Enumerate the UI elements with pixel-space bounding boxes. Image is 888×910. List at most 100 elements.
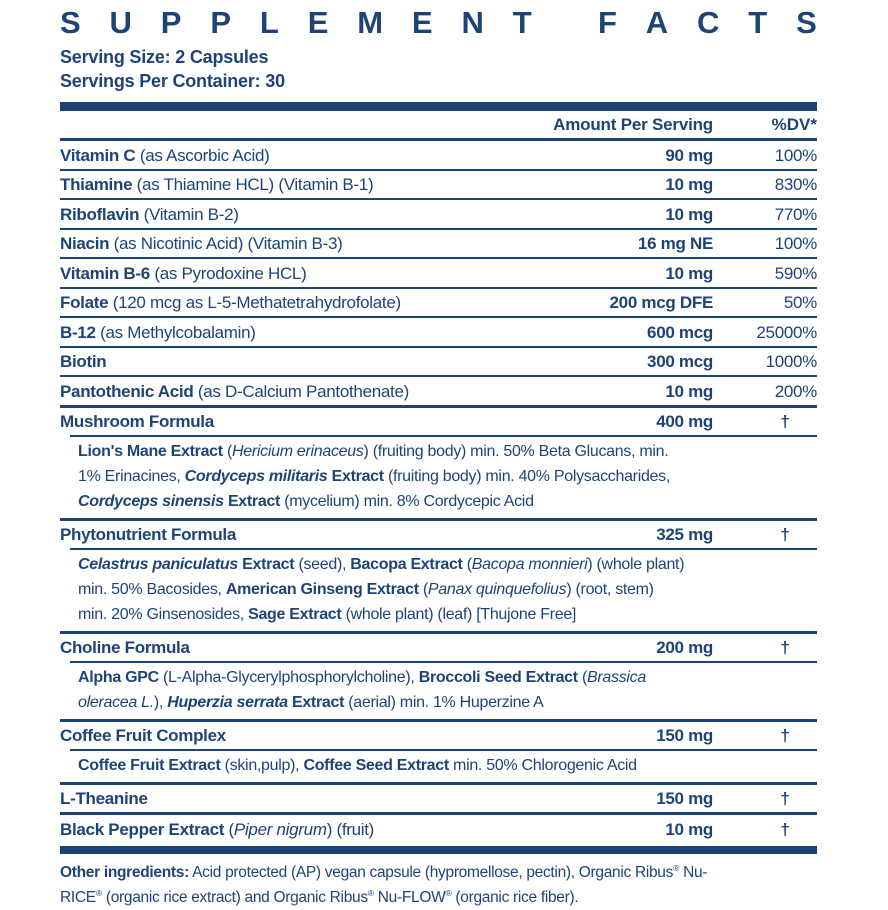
ingredient-name-cell: Thiamine (as Thiamine HCL) (Vitamin B-1): [60, 174, 543, 195]
sub-ingredients: Coffee Fruit Extract (skin,pulp), Coffee…: [78, 756, 637, 774]
row-separator: [60, 718, 817, 722]
ingredient-detail: (as Ascorbic Acid): [139, 145, 270, 165]
table-row: Thiamine (as Thiamine HCL) (Vitamin B-1)…: [60, 171, 817, 199]
title-letter: [561, 6, 570, 40]
ingredient-name: Biotin: [60, 352, 107, 371]
title-letter: P: [210, 5, 232, 40]
row-separator: [60, 168, 817, 171]
other-ingredients: Other ingredients: Acid protected (AP) v…: [60, 862, 708, 906]
title-letter: T: [512, 5, 532, 40]
amount-value: 90 mg: [665, 145, 713, 165]
title-letter: T: [748, 5, 768, 40]
ingredient-name: Niacin: [60, 234, 110, 253]
title-letter: S: [796, 5, 817, 40]
dv-value: 100%: [774, 145, 818, 165]
row-separator: [60, 286, 817, 289]
ingredient-detail: (Piper nigrum) (fruit): [228, 819, 375, 839]
top-divider-bar: [60, 102, 817, 111]
ingredient-name-cell: B-12 (as Methylcobalamin): [60, 322, 543, 343]
dv-value: 770%: [774, 204, 818, 224]
formula-underline: [70, 661, 817, 663]
servings-per-container: Servings Per Container: 30: [60, 71, 285, 91]
ingredient-name-cell: Biotin: [60, 351, 543, 372]
row-separator: [60, 198, 817, 200]
table-row: Biotin 300 mcg 1000%: [60, 348, 817, 376]
amount-value: 200 mcg DFE: [609, 293, 714, 312]
dv-value: 590%: [774, 263, 818, 283]
table-row: Pantothenic Acid (as D-Calcium Pantothen…: [60, 377, 817, 405]
ingredient-name-cell: Vitamin B-6 (as Pyrodoxine HCL): [60, 263, 543, 284]
table-row: Phytonutrient Formula 325 mg †: [60, 521, 817, 549]
amount-value: 200 mg: [656, 638, 713, 657]
dv-value: 25000%: [756, 322, 817, 342]
table-row: Mushroom Formula 400 mg †: [60, 408, 817, 436]
amount-value: 10 mg: [665, 819, 713, 839]
amount-value: 10 mg: [665, 204, 713, 224]
ingredient-name-cell: Choline Formula: [60, 637, 543, 658]
bottom-divider-bar: [60, 845, 817, 854]
ingredient-detail: (as Nicotinic Acid) (Vitamin B-3): [113, 234, 343, 253]
dv-dagger: †: [780, 789, 790, 808]
amount-value: 16 mg NE: [637, 234, 713, 253]
dv-dagger: †: [780, 525, 790, 544]
amount-value: 600 mcg: [647, 322, 713, 342]
title-letter: A: [645, 5, 669, 40]
dv-value: 1000%: [765, 352, 818, 371]
dv-value: 50%: [783, 293, 817, 312]
ingredient-name: Pantothenic Acid: [60, 381, 194, 401]
title-letter: S: [60, 5, 81, 40]
table-row: Vitamin C (as Ascorbic Acid) 90 mg 100%: [60, 141, 817, 169]
title-letter: U: [109, 5, 132, 40]
sub-ingredients: Lion's Mane Extract (Hericium erinaceus)…: [78, 442, 670, 510]
ingredient-detail: (as Methylcobalamin): [100, 322, 256, 342]
ingredient-name: Folate: [60, 293, 109, 312]
row-separator: [60, 781, 817, 785]
ingredient-name: Thiamine: [60, 175, 133, 194]
formula-underline: [70, 435, 817, 437]
ingredient-detail: (as Pyrodoxine HCL): [154, 263, 307, 283]
ingredient-name-cell: Phytonutrient Formula: [60, 524, 543, 545]
title-letter: E: [411, 5, 433, 40]
ingredient-name: Vitamin B-6: [60, 263, 150, 283]
ingredient-detail: (120 mcg as L-5-Methatetrahydrofolate): [112, 293, 401, 312]
ingredient-detail: (as Thiamine HCL) (Vitamin B-1): [136, 175, 374, 194]
amount-value: 150 mg: [656, 726, 713, 745]
amount-value: 300 mcg: [647, 352, 713, 371]
ingredient-name: Coffee Fruit Complex: [60, 726, 226, 745]
amount-value: 10 mg: [665, 263, 713, 283]
ingredient-name: Mushroom Formula: [60, 412, 214, 431]
ingredient-name-cell: Mushroom Formula: [60, 411, 543, 432]
table-row: Coffee Fruit Complex 150 mg †: [60, 722, 817, 750]
table-row: Folate (120 mcg as L-5-Methatetrahydrofo…: [60, 289, 817, 317]
amount-value: 150 mg: [656, 789, 713, 808]
dv-value: 200%: [774, 381, 818, 401]
amount-value: 10 mg: [665, 175, 713, 194]
ingredient-name: Black Pepper Extract: [60, 819, 225, 839]
dv-dagger: †: [780, 726, 790, 745]
ingredient-name: Vitamin C: [60, 145, 136, 165]
table-row: Riboflavin (Vitamin B-2) 10 mg 770%: [60, 200, 817, 228]
ingredient-name-cell: Pantothenic Acid (as D-Calcium Pantothen…: [60, 381, 543, 402]
dv-value: 830%: [774, 175, 818, 194]
ingredient-name-cell: Coffee Fruit Complex: [60, 725, 543, 746]
serving-size: Serving Size: 2 Capsules: [60, 47, 269, 67]
formula-underline: [70, 749, 817, 751]
row-separator: [60, 345, 817, 348]
header-underline: [60, 138, 817, 141]
amount-column-header: Amount Per Serving: [553, 115, 713, 134]
table-row: Black Pepper Extract (Piper nigrum) (fru…: [60, 815, 817, 843]
ingredient-name: B-12: [60, 322, 96, 342]
ingredient-name: Phytonutrient Formula: [60, 525, 236, 544]
amount-value: 400 mg: [656, 412, 713, 431]
ingredient-detail: (Vitamin B-2): [143, 204, 239, 224]
sub-ingredients: Celastrus paniculatus Extract (seed), Ba…: [78, 555, 685, 623]
ingredient-name: Choline Formula: [60, 638, 190, 657]
title-letter: P: [160, 5, 182, 40]
dv-dagger: †: [780, 638, 790, 657]
table-row: Choline Formula 200 mg †: [60, 634, 817, 662]
ingredient-name-cell: Riboflavin (Vitamin B-2): [60, 204, 543, 225]
row-separator: [60, 517, 817, 521]
table-row: B-12 (as Methylcobalamin) 600 mcg 25000%: [60, 318, 817, 346]
